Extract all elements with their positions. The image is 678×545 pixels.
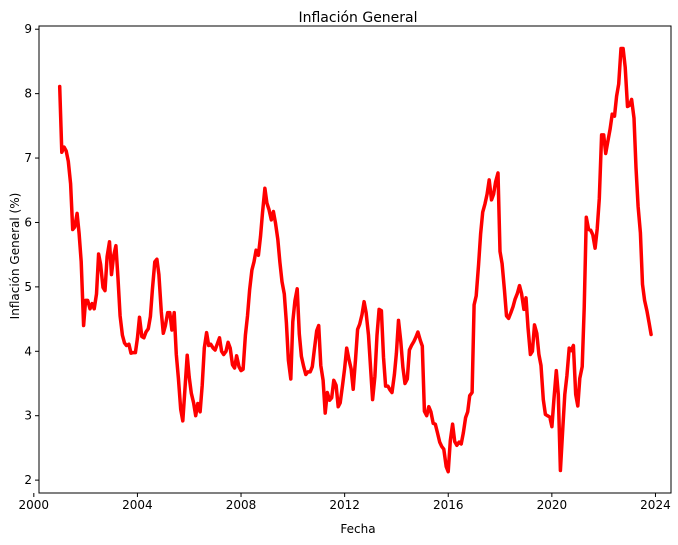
- y-tick-label: 6: [24, 215, 32, 229]
- x-tick-label: 2016: [433, 498, 464, 512]
- y-tick-label: 8: [24, 87, 32, 101]
- y-axis-label: Inflación General (%): [8, 193, 22, 320]
- x-tick-label: 2012: [329, 498, 360, 512]
- plot-frame: [38, 25, 672, 494]
- x-axis-label: Fecha: [340, 522, 375, 536]
- x-tick-label: 2008: [226, 498, 257, 512]
- y-tick-label: 7: [24, 151, 32, 165]
- y-tick-label: 5: [24, 280, 32, 294]
- x-tick-label: 2004: [122, 498, 153, 512]
- y-tick-label: 4: [24, 344, 32, 358]
- plot-area: [57, 46, 653, 474]
- y-tick-label: 3: [24, 409, 32, 423]
- chart-title: Inflación General: [298, 10, 417, 26]
- y-tick-label: 9: [24, 22, 32, 36]
- x-tick-label: 2000: [19, 498, 50, 512]
- x-axis: 2000 2004 2008 2012 2016 2020 2024: [19, 493, 671, 512]
- y-tick-label: 2: [24, 473, 32, 487]
- series-line-inflacion-general: [57, 46, 653, 474]
- x-tick-label: 2020: [537, 498, 568, 512]
- y-axis: 2 3 4 5 6 7 8 9: [24, 22, 39, 487]
- x-tick-label: 2024: [640, 498, 671, 512]
